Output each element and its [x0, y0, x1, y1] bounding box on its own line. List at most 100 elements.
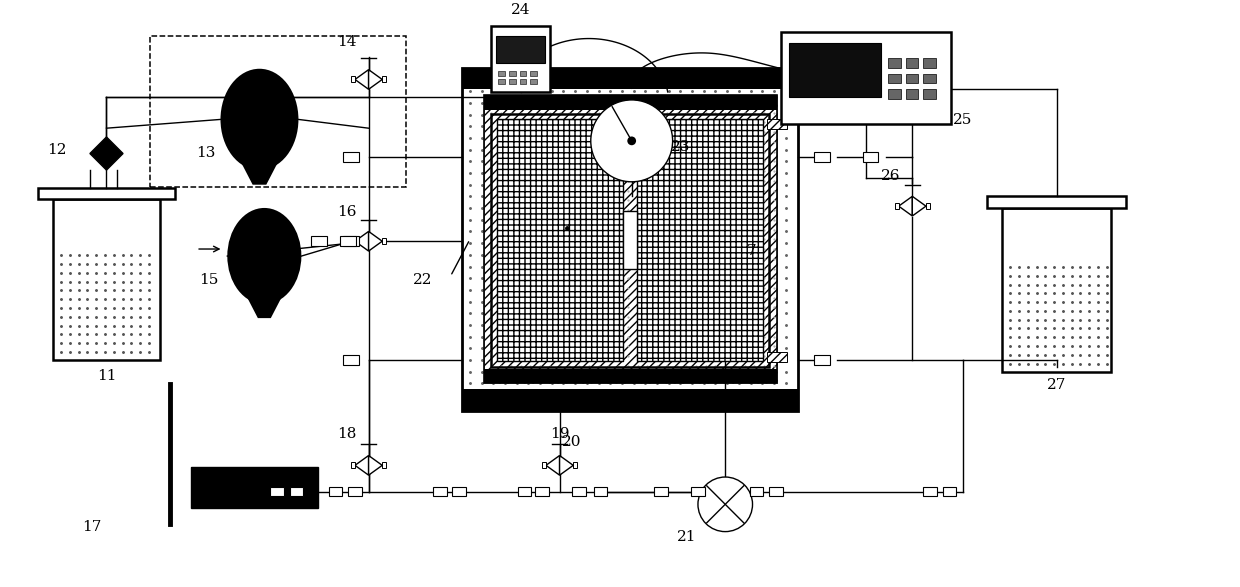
Text: 24: 24	[511, 3, 531, 17]
Text: 27: 27	[1047, 379, 1066, 392]
Bar	[542, 463, 546, 468]
Polygon shape	[546, 456, 559, 475]
Bar	[572, 487, 585, 496]
Bar	[484, 95, 777, 383]
Bar	[351, 76, 355, 83]
Bar	[508, 70, 516, 76]
Bar	[691, 487, 704, 496]
Bar	[150, 36, 405, 187]
Text: 12: 12	[47, 143, 67, 157]
Bar	[433, 487, 446, 496]
Bar	[496, 36, 544, 63]
Polygon shape	[559, 456, 573, 475]
Bar	[484, 369, 777, 383]
Bar	[781, 32, 951, 124]
Text: 14: 14	[337, 35, 357, 49]
Bar	[863, 153, 878, 163]
Bar	[343, 153, 358, 163]
Bar	[926, 203, 930, 209]
Text: 25: 25	[954, 113, 972, 127]
Bar	[813, 355, 830, 365]
Bar	[453, 487, 466, 496]
Text: 18: 18	[337, 427, 357, 441]
Bar	[382, 238, 386, 244]
Text: 16: 16	[337, 205, 357, 219]
Bar	[655, 487, 668, 496]
Text: 15: 15	[200, 273, 218, 287]
Bar	[382, 463, 386, 468]
Bar	[905, 73, 918, 83]
Bar	[768, 119, 786, 129]
Bar	[484, 95, 777, 383]
Polygon shape	[242, 164, 277, 185]
Bar	[351, 463, 355, 468]
Text: 19: 19	[549, 427, 569, 441]
Text: 7: 7	[746, 244, 756, 258]
Text: 26: 26	[882, 169, 900, 183]
Bar	[329, 487, 342, 496]
Bar	[923, 73, 936, 83]
Bar	[895, 203, 899, 209]
Bar	[348, 487, 362, 496]
Bar	[536, 487, 549, 496]
Bar	[531, 70, 537, 76]
Ellipse shape	[227, 208, 301, 304]
Text: 20: 20	[562, 435, 582, 449]
Polygon shape	[355, 456, 368, 475]
Bar	[769, 487, 782, 496]
Bar	[987, 197, 1126, 208]
Bar	[923, 487, 936, 496]
Bar	[463, 389, 799, 411]
Bar	[491, 26, 549, 92]
Circle shape	[627, 136, 636, 145]
Text: 22: 22	[413, 273, 433, 287]
Bar	[191, 467, 317, 508]
Bar	[382, 76, 386, 83]
Bar	[340, 236, 356, 247]
Bar	[905, 89, 918, 99]
Polygon shape	[913, 196, 926, 216]
Bar	[1002, 208, 1111, 372]
Bar	[624, 211, 637, 269]
Bar	[942, 487, 956, 496]
Polygon shape	[899, 196, 913, 216]
Polygon shape	[368, 70, 382, 89]
Text: 23: 23	[671, 140, 691, 154]
Bar	[290, 487, 304, 496]
Bar	[343, 355, 358, 365]
Bar	[888, 73, 900, 83]
Circle shape	[590, 100, 672, 182]
Polygon shape	[248, 298, 281, 318]
Polygon shape	[368, 456, 382, 475]
Circle shape	[698, 477, 753, 532]
Bar	[888, 89, 900, 99]
Bar	[508, 79, 516, 85]
Bar	[637, 119, 764, 361]
Bar	[520, 79, 527, 85]
Bar	[463, 68, 799, 89]
Polygon shape	[91, 137, 123, 170]
Bar	[53, 200, 160, 360]
Bar	[38, 188, 175, 200]
Bar	[498, 70, 505, 76]
Bar	[923, 89, 936, 99]
Bar	[311, 236, 326, 247]
Bar	[789, 43, 882, 97]
Polygon shape	[368, 231, 382, 251]
Bar	[351, 238, 355, 244]
Bar	[531, 79, 537, 85]
Bar	[270, 487, 284, 496]
Bar	[768, 352, 786, 362]
Text: 11: 11	[97, 369, 117, 383]
Bar	[497, 119, 624, 361]
Ellipse shape	[221, 69, 299, 170]
Bar	[463, 68, 799, 411]
Bar	[905, 58, 918, 68]
Bar	[498, 79, 505, 85]
Bar	[923, 58, 936, 68]
Text: 13: 13	[196, 146, 216, 160]
Bar	[343, 236, 358, 247]
Bar	[517, 487, 531, 496]
Bar	[484, 95, 777, 110]
Bar	[191, 467, 317, 508]
